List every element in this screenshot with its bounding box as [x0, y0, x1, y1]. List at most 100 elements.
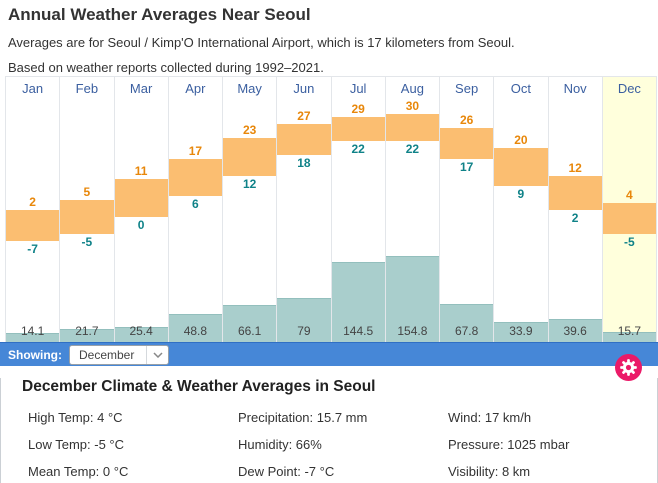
high-temp-value: 12 [568, 161, 582, 175]
detail-dew-point: Dew Point: -7 °C [238, 464, 335, 479]
settings-button[interactable] [615, 354, 642, 381]
high-temp-value: 2 [29, 195, 36, 209]
details-panel: December Climate & Weather Averages in S… [0, 378, 658, 483]
subtitle-location: Averages are for Seoul / Kimp'O Internat… [8, 35, 515, 50]
precipitation-bar [277, 298, 331, 342]
low-temp-value: 12 [242, 177, 257, 191]
details-grid: High Temp: 4 °C Precipitation: 15.7 mm W… [28, 404, 657, 483]
low-temp-value: 18 [297, 156, 311, 170]
annual-weather-chart: Jan 2 -7 14.1 Feb 5 -5 21.7 Mar 11 0 25.4 Apr 17 6 48.8… [5, 76, 657, 342]
showing-bar: Showing: December [0, 342, 658, 366]
precipitation-bar [60, 329, 114, 342]
month-column-oct[interactable]: Oct 20 9 33.9 [493, 77, 548, 342]
precipitation-bar [168, 314, 222, 342]
month-label: Dec [617, 81, 641, 96]
month-column-dec[interactable]: Dec 4 -5 15.7 [601, 77, 657, 342]
subtitle-period: Based on weather reports collected durin… [8, 60, 324, 75]
precipitation-bar [114, 327, 168, 342]
high-low-temp-bar [385, 114, 439, 141]
month-column-aug[interactable]: Aug 30 22 154.8 [384, 77, 439, 342]
month-label: Aug [400, 81, 424, 96]
month-column-mar[interactable]: Mar 11 0 25.4 [113, 77, 168, 342]
high-low-temp-bar [548, 176, 602, 210]
month-column-jun[interactable]: Jun 27 18 79 [276, 77, 331, 342]
precipitation-value: 48.8 [183, 324, 208, 338]
low-temp-value: 2 [571, 211, 579, 225]
gear-icon [615, 354, 642, 381]
high-temp-value: 17 [188, 144, 203, 158]
month-column-may[interactable]: May 23 12 66.1 [222, 77, 277, 342]
high-temp-value: 20 [514, 133, 528, 147]
high-low-temp-bar [168, 159, 222, 196]
low-temp-value: -5 [624, 235, 635, 249]
detail-low-temp: Low Temp: -5 °C [28, 437, 124, 452]
month-column-jan[interactable]: Jan 2 -7 14.1 [5, 77, 60, 342]
high-low-temp-bar [602, 203, 656, 234]
high-low-temp-bar [331, 117, 385, 141]
month-select-value: December [79, 347, 135, 362]
month-column-feb[interactable]: Feb 5 -5 21.7 [59, 77, 114, 342]
month-label: Jun [293, 81, 315, 96]
precipitation-bar [548, 319, 602, 342]
page-header: Annual Weather Averages Near Seoul Avera… [0, 0, 658, 76]
month-label: May [237, 81, 262, 96]
high-temp-value: 26 [459, 113, 474, 127]
month-column-sep[interactable]: Sep 26 17 67.8 [439, 77, 494, 342]
precipitation-value: 154.8 [397, 324, 428, 338]
precipitation-value: 67.8 [454, 324, 479, 338]
month-label: Oct [510, 81, 531, 96]
detail-precipitation: Precipitation: 15.7 mm [238, 410, 368, 425]
month-label: Sep [455, 81, 479, 96]
precipitation-bar [331, 262, 385, 342]
precipitation-bar [440, 304, 494, 342]
detail-visibility: Visibility: 8 km [448, 464, 531, 479]
high-low-temp-bar [494, 148, 548, 186]
detail-humidity: Humidity: 66% [238, 437, 322, 452]
month-select[interactable]: December [69, 344, 170, 365]
precipitation-bar [6, 333, 60, 342]
low-temp-value: 22 [351, 142, 365, 156]
high-temp-value: 27 [297, 109, 311, 123]
month-label: Feb [75, 81, 99, 96]
month-column-apr[interactable]: Apr 17 6 48.8 [167, 77, 222, 342]
low-temp-value: -7 [27, 242, 38, 256]
low-temp-value: 6 [192, 197, 199, 211]
high-low-temp-bar [114, 179, 168, 217]
month-label: Jul [349, 81, 367, 96]
month-column-nov[interactable]: Nov 12 2 39.6 [547, 77, 602, 342]
precipitation-value: 79 [297, 324, 311, 338]
month-column-jul[interactable]: Jul 29 22 144.5 [330, 77, 385, 342]
precipitation-value: 14.1 [20, 324, 45, 338]
high-low-temp-bar [440, 128, 494, 159]
high-low-temp-bar [223, 138, 277, 176]
precipitation-value: 33.9 [509, 324, 533, 338]
high-low-temp-bar [277, 124, 331, 155]
precipitation-bar [223, 305, 277, 342]
low-temp-value: 0 [137, 218, 145, 232]
high-temp-value: 11 [134, 164, 148, 178]
low-temp-value: 22 [405, 142, 420, 156]
high-temp-value: 30 [405, 99, 420, 113]
precipitation-value: 15.7 [617, 324, 642, 338]
low-temp-value: -5 [81, 235, 93, 249]
high-temp-value: 23 [242, 123, 257, 137]
precipitation-bar [602, 332, 656, 342]
high-temp-value: 29 [351, 102, 365, 116]
precipitation-value: 21.7 [75, 324, 99, 338]
month-label: Jan [22, 81, 44, 96]
detail-wind: Wind: 17 km/h [448, 410, 532, 425]
showing-label: Showing: [8, 347, 62, 362]
precipitation-bar [494, 322, 548, 342]
precipitation-bar [385, 256, 439, 342]
month-label: Apr [185, 81, 206, 96]
month-label: Mar [129, 81, 153, 96]
precipitation-value: 66.1 [237, 324, 262, 338]
high-temp-value: 5 [83, 185, 91, 199]
precipitation-value: 39.6 [563, 324, 587, 338]
month-label: Nov [563, 81, 587, 96]
precipitation-value: 25.4 [129, 324, 153, 338]
low-temp-value: 17 [459, 160, 474, 174]
detail-pressure: Pressure: 1025 mbar [448, 437, 570, 452]
high-temp-value: 4 [626, 188, 633, 202]
